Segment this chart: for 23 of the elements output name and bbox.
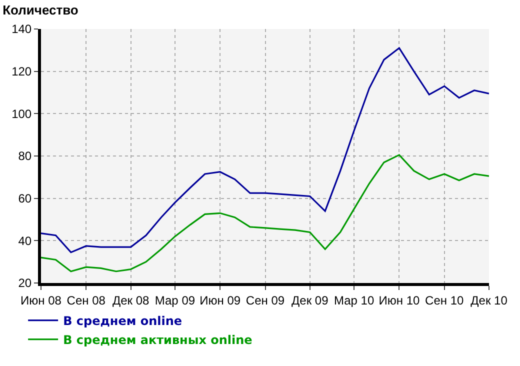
- y-tick-label: 20: [18, 276, 32, 290]
- x-tick-label: Мар 09: [154, 293, 196, 308]
- x-tick-label: Сен 08: [66, 293, 106, 308]
- chart-title: Количество: [2, 2, 78, 18]
- y-tick-label: 40: [18, 234, 32, 248]
- legend-label: В среднем online: [63, 314, 182, 328]
- x-tick-label: Июн 08: [20, 293, 62, 308]
- x-tick-label: Июн 09: [200, 293, 241, 308]
- line-series: [41, 154, 489, 272]
- line-series: [41, 47, 489, 254]
- x-tick-label: Сен 10: [425, 293, 464, 308]
- y-tick-label: 100: [12, 106, 32, 121]
- x-tick-label: Дек 09: [292, 293, 329, 308]
- x-tick-label: Сен 09: [246, 293, 285, 308]
- y-tick-label: 120: [12, 64, 32, 79]
- y-tick-label: 60: [18, 192, 32, 206]
- x-tick-label: Дек 08: [112, 293, 150, 308]
- legend-label: В среднем активных online: [63, 333, 252, 348]
- x-tick-label: Дек 10: [470, 293, 508, 308]
- y-tick-label: 140: [12, 22, 32, 36]
- x-tick-label: Июн 10: [378, 293, 420, 308]
- y-tick-label: 80: [18, 149, 32, 164]
- x-tick-label: Мар 10: [334, 293, 374, 308]
